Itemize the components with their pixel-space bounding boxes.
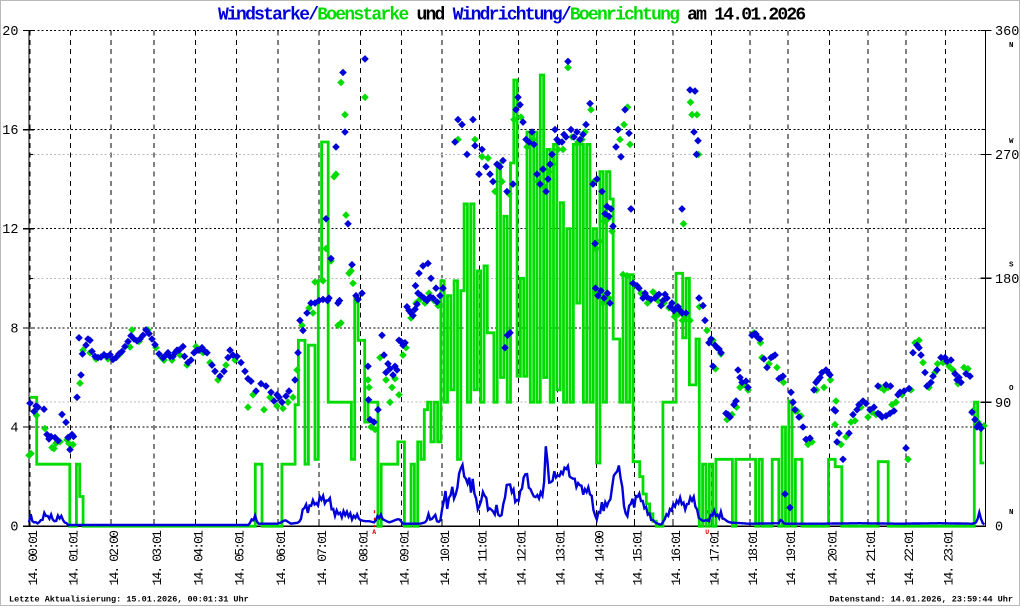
- svg-text:W: W: [1009, 138, 1014, 146]
- svg-text:N: N: [1009, 509, 1014, 517]
- svg-text:4: 4: [10, 422, 18, 437]
- svg-text:8: 8: [10, 322, 18, 337]
- svg-text:14. 23:01: 14. 23:01: [941, 530, 956, 586]
- svg-text:14. 15:01: 14. 15:01: [631, 530, 646, 586]
- svg-text:14. 06:01: 14. 06:01: [274, 530, 289, 586]
- svg-text:14. 20:01: 14. 20:01: [825, 530, 840, 586]
- svg-text:S: S: [1009, 262, 1014, 270]
- svg-text:Windstarke/Boenstarke und Wind: Windstarke/Boenstarke und Windrichtung/B…: [218, 6, 805, 26]
- svg-text:U: U: [705, 529, 709, 536]
- svg-text:O: O: [1009, 385, 1014, 393]
- svg-text:14. 11:01: 14. 11:01: [475, 530, 490, 586]
- svg-text:0: 0: [995, 521, 1003, 536]
- svg-text:14. 01:01: 14. 01:01: [67, 530, 82, 586]
- svg-text:14. 00:01: 14. 00:01: [26, 530, 41, 586]
- svg-text:14. 13:01: 14. 13:01: [553, 530, 568, 586]
- svg-text:14. 05:01: 14. 05:01: [233, 530, 248, 586]
- svg-text:14. 02:00: 14. 02:00: [107, 531, 122, 586]
- svg-text:14. 03:01: 14. 03:01: [150, 530, 165, 586]
- svg-text:14. 09:01: 14. 09:01: [397, 530, 412, 586]
- svg-text:14. 17:01: 14. 17:01: [707, 530, 722, 586]
- svg-text:14. 12:01: 14. 12:01: [514, 530, 529, 586]
- svg-text:14. 08:01: 14. 08:01: [356, 530, 371, 586]
- svg-text:14. 18:01: 14. 18:01: [746, 530, 761, 586]
- svg-text:14. 21:01: 14. 21:01: [864, 530, 879, 586]
- svg-text:14. 19:01: 14. 19:01: [784, 530, 799, 586]
- svg-text:14. 04:01: 14. 04:01: [191, 530, 206, 586]
- svg-text:14. 14:00: 14. 14:00: [592, 531, 607, 586]
- svg-text:N: N: [1009, 42, 1014, 50]
- svg-text:270: 270: [995, 149, 1019, 164]
- svg-text:90: 90: [995, 397, 1011, 412]
- svg-text:180: 180: [995, 273, 1019, 288]
- svg-text:14. 10:01: 14. 10:01: [438, 530, 453, 586]
- svg-text:0: 0: [10, 521, 18, 536]
- svg-text:Letzte Aktualisierung: 15.01.2: Letzte Aktualisierung: 15.01.2026, 00:01…: [9, 594, 249, 604]
- svg-text:20: 20: [2, 25, 18, 40]
- svg-text:14. 16:01: 14. 16:01: [669, 530, 684, 586]
- svg-text:A: A: [372, 529, 376, 536]
- svg-text:16: 16: [2, 124, 18, 139]
- svg-text:12: 12: [2, 223, 18, 238]
- svg-text:14. 07:01: 14. 07:01: [315, 530, 330, 586]
- svg-text:14. 22:01: 14. 22:01: [902, 530, 917, 586]
- svg-text:Datenstand: 14.01.2026, 23:59:: Datenstand: 14.01.2026, 23:59:44 Uhr: [829, 594, 1013, 604]
- svg-text:360: 360: [995, 25, 1019, 40]
